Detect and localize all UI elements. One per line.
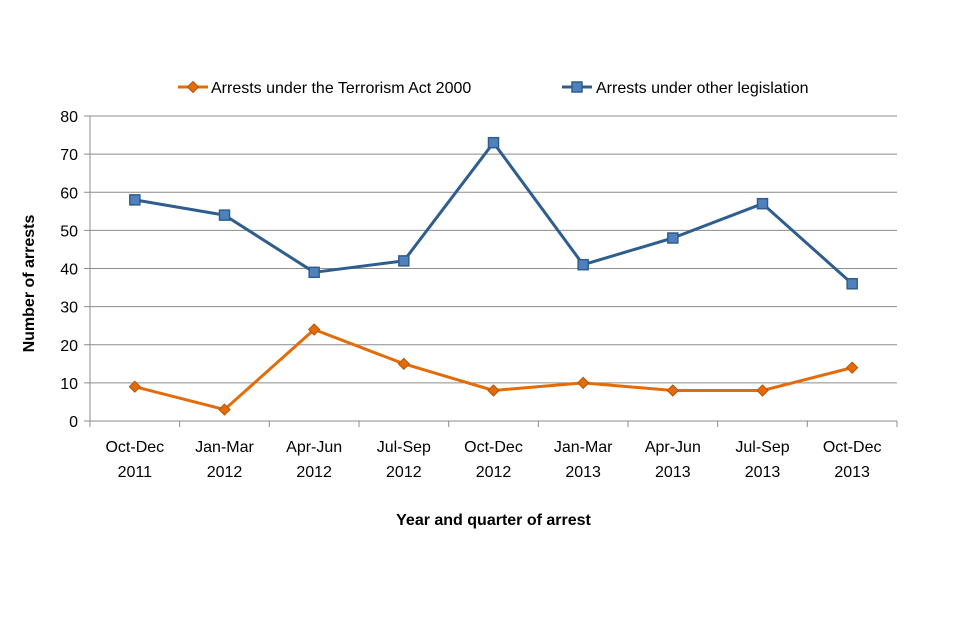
data-point: [218, 403, 231, 416]
data-point: [487, 384, 500, 397]
x-tick-label: Apr-Jun: [645, 439, 701, 456]
data-point: [667, 232, 679, 244]
y-tick-label: 40: [60, 262, 78, 279]
x-tick-label: 2012: [296, 464, 332, 481]
y-tick-label: 0: [69, 414, 78, 431]
legend: Arrests under the Terrorism Act 2000 Arre…: [178, 80, 809, 97]
data-point: [307, 323, 321, 336]
x-tick-label: 2012: [476, 464, 512, 481]
gridlines: [90, 115, 897, 384]
legend-label: Arrests under other legislation: [596, 80, 809, 97]
x-tick-label: 2011: [118, 464, 153, 481]
data-point: [576, 376, 590, 390]
data-point: [128, 380, 142, 393]
x-tick-label: Jan-Mar: [195, 439, 254, 456]
data-point: [846, 278, 858, 290]
series: [128, 136, 859, 416]
legend-marker: [571, 81, 583, 93]
x-tick-label: Jul-Sep: [735, 439, 789, 456]
x-tick-label: Oct-Dec: [823, 439, 882, 456]
x-tick-label: Oct-Dec: [105, 439, 164, 456]
legend-item: Arrests under the Terrorism Act 2000: [178, 80, 471, 97]
x-tick-label: 2012: [386, 464, 422, 481]
data-point: [398, 255, 410, 267]
series-2: [129, 136, 858, 290]
data-point: [577, 258, 589, 271]
legend-marker: [186, 80, 200, 94]
series-1: [128, 323, 859, 416]
data-point: [129, 194, 141, 206]
data-point: [756, 384, 769, 397]
x-tick-label: 2013: [834, 464, 870, 481]
x-tick-label: 2012: [207, 464, 243, 481]
y-axis-ticks: 0 10 20 30 40 50 60 70 80: [60, 109, 78, 431]
x-tick-label: 2013: [655, 464, 691, 481]
data-point: [308, 266, 320, 279]
x-tick-label: Jan-Mar: [554, 439, 613, 456]
x-axis-title: Year and quarter of arrest: [396, 512, 591, 529]
x-tick-label: 2013: [745, 464, 781, 481]
series-line: [134, 328, 853, 412]
x-tick-label: Jul-Sep: [377, 439, 431, 456]
y-tick-label: 10: [60, 376, 78, 393]
y-axis-title: Number of arrests: [21, 214, 38, 352]
y-tick-label: 80: [60, 109, 78, 126]
legend-item: Arrests under other legislation: [562, 80, 809, 97]
data-point: [397, 357, 411, 371]
x-tick-label: 2013: [565, 464, 601, 481]
y-tick-label: 50: [60, 223, 78, 240]
data-point: [487, 136, 500, 149]
y-tick-label: 20: [60, 338, 78, 355]
series-line: [134, 141, 854, 285]
legend-label: Arrests under the Terrorism Act 2000: [211, 80, 471, 97]
data-point: [666, 384, 680, 397]
data-point: [845, 361, 859, 374]
axes: [84, 115, 898, 427]
y-tick-label: 60: [60, 185, 78, 202]
x-axis-ticks: Oct-Dec 2011 Jan-Mar 2012 Apr-Jun 2012 Jul-Sep…: [105, 439, 881, 481]
x-tick-label: Apr-Jun: [286, 439, 342, 456]
x-tick-label: Oct-Dec: [464, 439, 523, 456]
y-tick-label: 70: [60, 147, 78, 164]
y-tick-label: 30: [60, 300, 78, 317]
data-point: [756, 197, 769, 210]
data-point: [218, 209, 231, 221]
